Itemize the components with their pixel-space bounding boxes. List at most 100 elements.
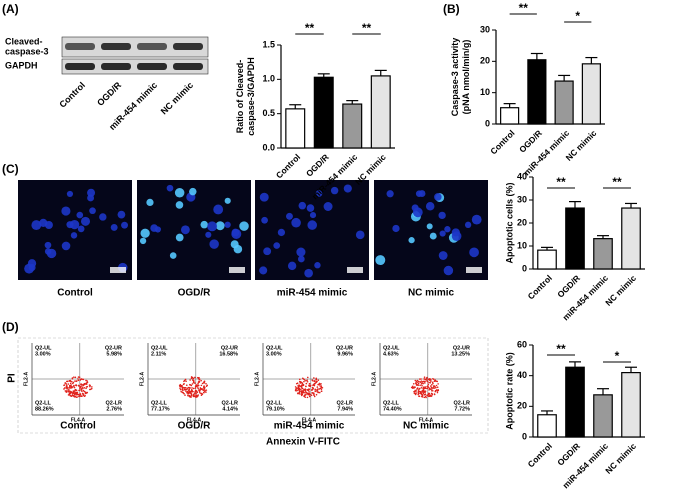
event-dot [429,381,432,384]
event-dot [74,376,77,379]
event-dot [80,383,82,386]
nucleus [323,202,333,211]
event-dot [79,385,81,388]
flow-axis-label: FL2-A [23,372,29,387]
event-dot [419,381,422,384]
event-dot [197,387,199,390]
nucleus [443,265,454,276]
event-dot [85,387,87,390]
event-dot [69,391,72,394]
event-dot [186,392,189,394]
bar [593,238,613,270]
event-dot [65,383,68,385]
event-dot [427,383,430,386]
event-dot [63,384,65,387]
event-dot [203,390,206,393]
event-dot [318,388,321,390]
nucleus [304,268,313,278]
flow-frame [17,337,489,434]
event-dot [187,394,189,397]
event-dot [316,386,319,388]
event-dot [428,395,430,397]
event-dot [295,388,297,391]
nucleus [426,223,433,230]
nucleus [140,228,150,238]
event-dot [194,376,196,379]
bar [313,76,334,149]
y-tick-label: 60 [517,339,527,349]
quadrant-value: 5.98% [106,351,122,357]
nucleus [315,190,323,197]
event-dot [194,382,196,384]
event-dot [313,393,315,396]
event-dot [314,388,316,391]
y-tick-label: 0 [522,263,527,273]
event-dot [417,380,420,383]
quadrant-value: 2.76% [106,406,122,412]
y-tick-label: 30 [480,24,490,34]
nucleus [307,220,317,230]
event-dot [201,388,204,390]
event-dot [413,390,415,393]
event-dot [312,392,315,395]
event-dot [432,382,434,385]
event-dot [192,394,195,396]
event-dot [89,384,91,387]
event-dot [312,379,314,382]
event-dot [197,382,199,385]
event-dot [74,388,77,391]
event-dot [412,382,415,385]
flow-axis-label: FL4-A [302,417,317,423]
event-dot [424,390,427,392]
event-dot [191,383,194,385]
blot-band [137,43,167,50]
blot-band [173,63,203,70]
event-dot [422,389,425,392]
event-dot [427,393,429,396]
event-dot [202,391,205,394]
event-dot [79,395,82,397]
event-dot [314,390,317,393]
significance-label: ** [305,21,315,35]
event-dot [78,395,80,398]
image-label: miR-454 mimic [277,288,348,299]
nucleus [438,251,448,260]
scale-bar [229,267,245,273]
event-dot [203,387,206,390]
event-dot [315,393,318,396]
nucleus [230,240,239,249]
event-dot [300,388,302,391]
event-dot [181,387,184,389]
event-dot [416,388,418,390]
event-dot [200,394,203,397]
event-dot [67,383,70,385]
event-dot [80,389,83,391]
quadrant-name: Q2-UR [336,345,353,351]
blot-strip [61,58,209,75]
event-dot [433,393,436,395]
event-dot [187,386,190,389]
flow-axis-label: FL2-A [371,372,377,387]
nucleus [273,242,281,249]
event-dot [424,386,427,388]
event-dot [435,386,437,389]
blot-band [173,43,203,50]
event-dot [304,392,306,394]
quadrant-name: Q2-UR [105,345,122,351]
event-dot [73,384,75,387]
event-dot [410,386,413,389]
event-dot [436,386,439,389]
nucleus [314,262,321,269]
event-dot [433,384,435,387]
nucleus [231,228,242,239]
significance-label: ** [519,1,529,15]
event-dot [82,378,85,381]
flow-axis-label: FL2-A [139,372,145,387]
y-tick-label: 20 [517,217,527,227]
event-dot [320,388,323,391]
event-dot [189,391,191,393]
nucleus [70,232,78,239]
event-dot [437,389,439,391]
event-dot [69,380,71,382]
